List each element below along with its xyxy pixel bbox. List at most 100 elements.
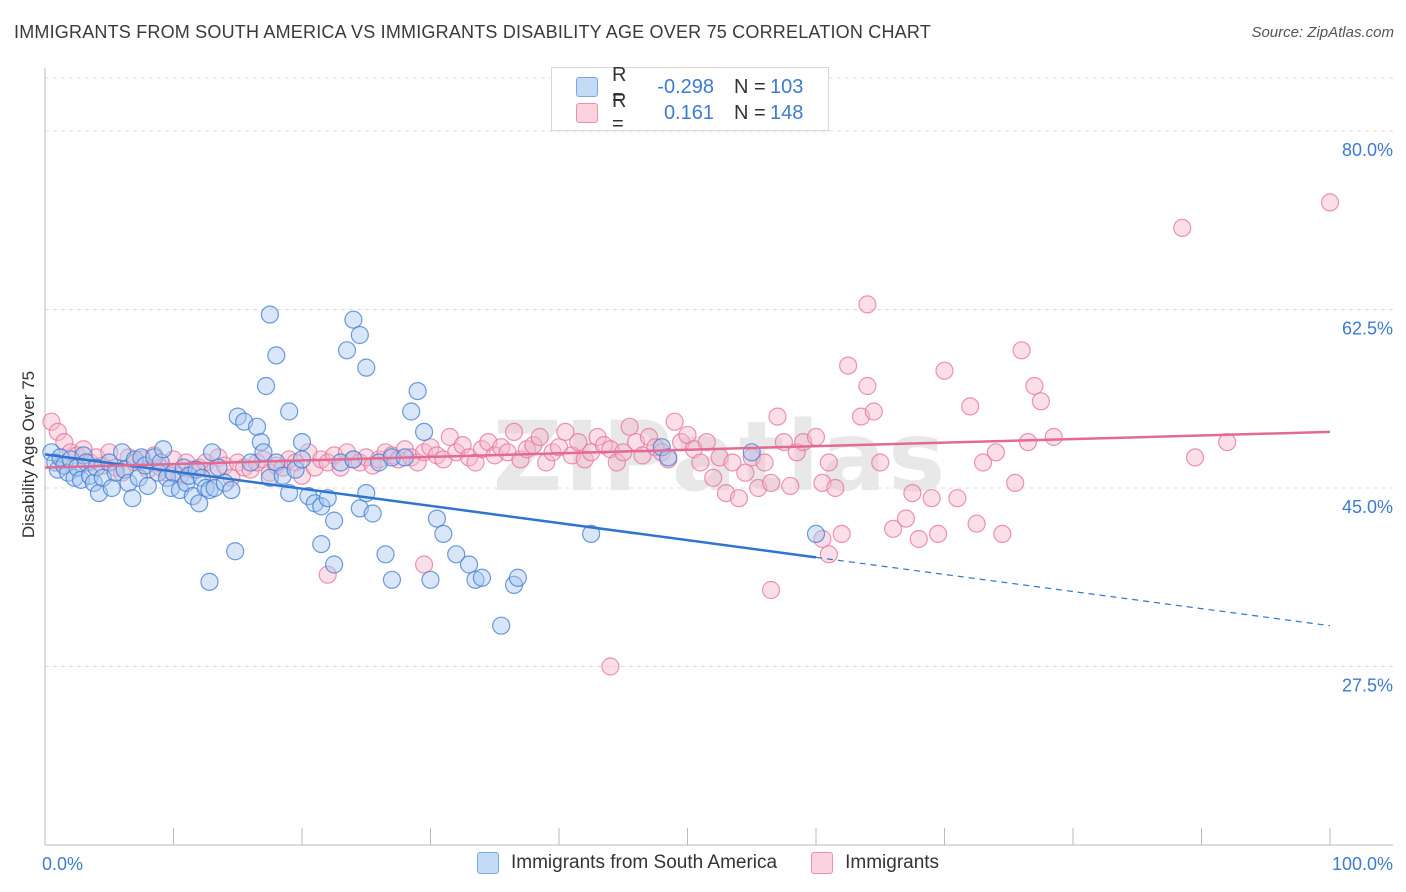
- trend-lines: [44, 430, 1331, 627]
- immigrants-point: [620, 417, 639, 436]
- immigrants-point: [948, 489, 967, 508]
- immigrants-trend-line: [44, 430, 1331, 469]
- south-america-point: [447, 545, 466, 564]
- immigrants-point: [1044, 427, 1063, 447]
- immigrants-point: [414, 555, 434, 574]
- south-america-point: [459, 555, 479, 574]
- legend-swatch-pink: [576, 103, 598, 123]
- immigrants-point: [883, 519, 903, 538]
- immigrants-point: [755, 453, 774, 472]
- south-america-points: [42, 305, 826, 635]
- south-america-point: [382, 570, 402, 589]
- immigrants-point: [761, 580, 781, 600]
- south-america-point: [260, 305, 279, 324]
- immigrants-point: [839, 356, 858, 375]
- south-america-point: [472, 568, 491, 587]
- immigrants-point: [736, 463, 755, 482]
- immigrants-point: [55, 433, 74, 452]
- immigrants-point: [896, 509, 916, 528]
- immigrants-point: [318, 565, 337, 584]
- legend-n-value: 148: [770, 101, 804, 124]
- immigrants-point: [858, 295, 877, 314]
- immigrants-point: [819, 453, 838, 472]
- y-axis-label: Disability Age Over 75: [19, 371, 38, 538]
- south-america-point: [434, 524, 453, 544]
- immigrants-point: [337, 443, 357, 462]
- south-america-point: [318, 489, 337, 508]
- stats-legend: R = -0.298 N = 103 R = 0.161 N = 148: [551, 64, 829, 135]
- south-america-point: [363, 504, 382, 523]
- immigrants-point: [1031, 392, 1050, 411]
- immigrants-point: [928, 524, 948, 544]
- immigrants-point: [601, 657, 620, 676]
- south-america-point: [280, 402, 299, 421]
- south-america-point: [312, 534, 331, 554]
- immigrants-point: [909, 529, 928, 549]
- legend-r-label: R =: [612, 90, 627, 135]
- south-america-point: [742, 443, 761, 462]
- immigrants-point: [781, 476, 800, 496]
- south-america-point: [123, 489, 142, 508]
- south-america-point: [226, 542, 245, 561]
- south-america-point: [325, 511, 344, 530]
- legend-row-south-america: R = -0.298 N = 103: [576, 64, 804, 109]
- chart-title: IMMIGRANTS FROM SOUTH AMERICA VS IMMIGRA…: [14, 22, 931, 42]
- immigrants-point: [549, 438, 569, 457]
- legend-n-value: 103: [770, 75, 804, 98]
- immigrants-point: [967, 514, 986, 533]
- immigrants-point: [569, 433, 588, 452]
- immigrants-point: [440, 427, 459, 447]
- south-america-point: [84, 473, 103, 492]
- south-america-point: [190, 494, 209, 513]
- immigrants-point: [1320, 193, 1340, 212]
- south-america-point: [350, 325, 369, 345]
- y-tick-label: 27.5%: [1342, 676, 1393, 696]
- south-america-point: [325, 555, 344, 574]
- immigrants-point: [1173, 218, 1192, 237]
- south-america-point: [806, 524, 826, 544]
- south-america-point: [414, 422, 434, 441]
- south-america-point: [508, 568, 527, 587]
- immigrants-point: [1185, 448, 1205, 467]
- immigrants-point: [858, 376, 877, 396]
- south-america-point: [402, 402, 421, 421]
- immigrants-point: [871, 453, 890, 472]
- series-label: Immigrants from South America: [511, 852, 778, 873]
- south-america-point: [582, 524, 601, 544]
- south-america-point: [408, 382, 427, 401]
- immigrants-point: [903, 484, 922, 503]
- immigrants-point: [556, 422, 575, 441]
- south-america-point: [659, 448, 678, 467]
- immigrants-point: [48, 422, 67, 441]
- south-america-point: [466, 570, 485, 589]
- legend-r-value: -0.298: [657, 75, 714, 98]
- immigrants-point: [832, 524, 851, 544]
- legend-n-label: N =: [734, 101, 766, 124]
- south-america-point: [376, 545, 395, 564]
- south-america-point: [183, 487, 202, 506]
- series-label: Immigrants: [845, 852, 940, 873]
- immigrants-point: [1006, 473, 1025, 492]
- south-america-point: [125, 450, 145, 469]
- immigrants-point: [42, 412, 61, 431]
- immigrants-point: [504, 422, 524, 441]
- immigrants-point: [665, 412, 684, 431]
- south-america-point: [138, 476, 157, 496]
- immigrants-point: [691, 453, 710, 472]
- south-america-trend-line: [44, 453, 817, 559]
- y-tick-label: 80.0%: [1342, 140, 1393, 160]
- immigrants-point: [100, 443, 119, 462]
- immigrants-point: [973, 453, 993, 472]
- south-america-point: [200, 572, 219, 591]
- grid-lines: [45, 77, 1393, 667]
- legend-n-label: N =: [734, 75, 766, 98]
- immigrants-point: [935, 361, 954, 380]
- south-america-point: [267, 346, 286, 365]
- south-america-point: [492, 616, 511, 635]
- immigrants-point: [922, 489, 941, 508]
- x-tick-label: 0.0%: [42, 854, 83, 874]
- immigrants-point: [697, 433, 716, 452]
- south-america-point: [202, 443, 222, 462]
- immigrants-point: [607, 453, 626, 472]
